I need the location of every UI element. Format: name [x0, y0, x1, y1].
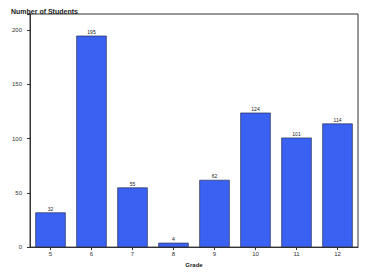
svg-text:Grade: Grade: [185, 262, 203, 268]
svg-text:101: 101: [292, 131, 301, 137]
svg-text:4: 4: [172, 236, 175, 242]
svg-text:7: 7: [131, 251, 135, 257]
svg-text:12: 12: [334, 251, 341, 257]
svg-text:Number of Students: Number of Students: [11, 8, 78, 15]
svg-text:8: 8: [172, 251, 176, 257]
svg-text:55: 55: [130, 181, 136, 187]
svg-text:114: 114: [334, 117, 342, 123]
svg-text:11: 11: [293, 251, 300, 257]
svg-text:10: 10: [252, 251, 259, 257]
svg-text:195: 195: [87, 29, 96, 35]
svg-text:200: 200: [12, 27, 23, 33]
svg-text:0: 0: [19, 244, 23, 250]
svg-text:6: 6: [90, 251, 94, 257]
svg-text:9: 9: [213, 251, 217, 257]
svg-text:50: 50: [15, 190, 22, 196]
svg-text:5: 5: [49, 251, 53, 257]
svg-text:150: 150: [12, 81, 23, 87]
svg-text:124: 124: [251, 106, 260, 112]
svg-text:100: 100: [12, 136, 23, 142]
svg-text:62: 62: [212, 173, 218, 179]
svg-text:32: 32: [48, 206, 54, 212]
